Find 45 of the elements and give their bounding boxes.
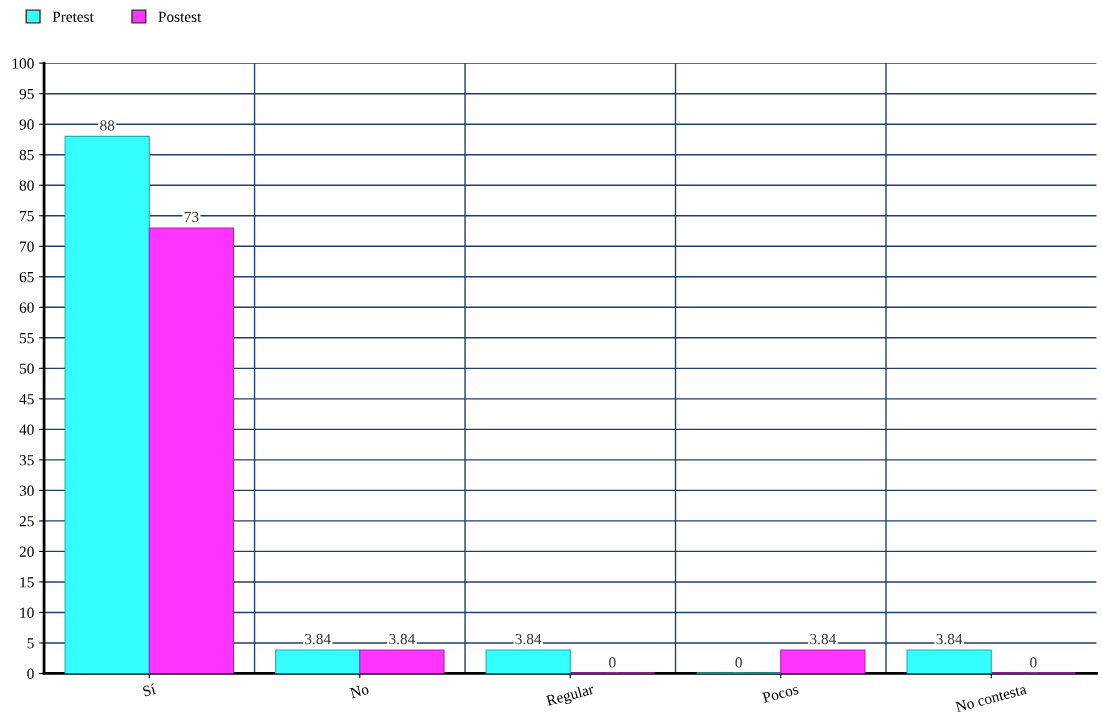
bar	[906, 649, 992, 674]
y-tick-label: 100	[12, 58, 34, 69]
data-label: 3.84	[389, 633, 416, 645]
y-tick-label: 90	[19, 119, 34, 130]
bar	[359, 649, 445, 674]
y-tick-label: 80	[19, 180, 34, 191]
y-tick-label: 50	[19, 363, 34, 374]
data-label: 88	[100, 120, 115, 131]
y-tick-label: 85	[19, 149, 34, 161]
x-tick-label: Pocos	[761, 683, 799, 703]
y-tick-label: 45	[19, 394, 34, 405]
data-label: 0	[1030, 657, 1037, 668]
y-tick-label: 20	[19, 546, 34, 557]
y-tick-label: 0	[27, 668, 34, 679]
y-tick-label: 70	[20, 241, 34, 252]
data-label: 3.84	[515, 633, 542, 645]
y-tick-label: 55	[19, 333, 34, 344]
bar	[780, 649, 866, 674]
y-tick-label: 75	[20, 211, 34, 222]
data-label: 0	[609, 657, 616, 668]
y-tick-label: 30	[19, 485, 34, 496]
data-label: 0	[735, 657, 742, 668]
x-tick-label: No contesta	[955, 683, 1028, 713]
data-label: 3.84	[810, 633, 836, 645]
data-label: 73	[184, 211, 199, 223]
bar	[485, 649, 571, 674]
y-tick-label: 35	[19, 455, 34, 466]
x-tick-label: Sí	[142, 683, 157, 697]
data-label: 3.84	[936, 633, 963, 645]
bar	[148, 227, 235, 674]
y-tick-label: 5	[27, 638, 34, 649]
legend-label: Pretest	[52, 11, 94, 22]
data-label: 3.84	[305, 633, 331, 645]
y-tick-label: 65	[19, 271, 34, 283]
y-tick-label: 60	[19, 302, 34, 313]
y-tick-label: 15	[20, 577, 34, 588]
legend-label: Postest	[158, 11, 202, 22]
bar	[64, 135, 150, 674]
y-tick-label: 40	[19, 424, 34, 435]
x-tick-label: No	[349, 683, 370, 699]
y-tick-label: 10	[20, 607, 34, 618]
y-tick-label: 95	[19, 88, 34, 100]
y-tick-label: 25	[19, 516, 34, 527]
x-tick-label: Regular	[545, 683, 596, 710]
bar	[275, 649, 361, 674]
